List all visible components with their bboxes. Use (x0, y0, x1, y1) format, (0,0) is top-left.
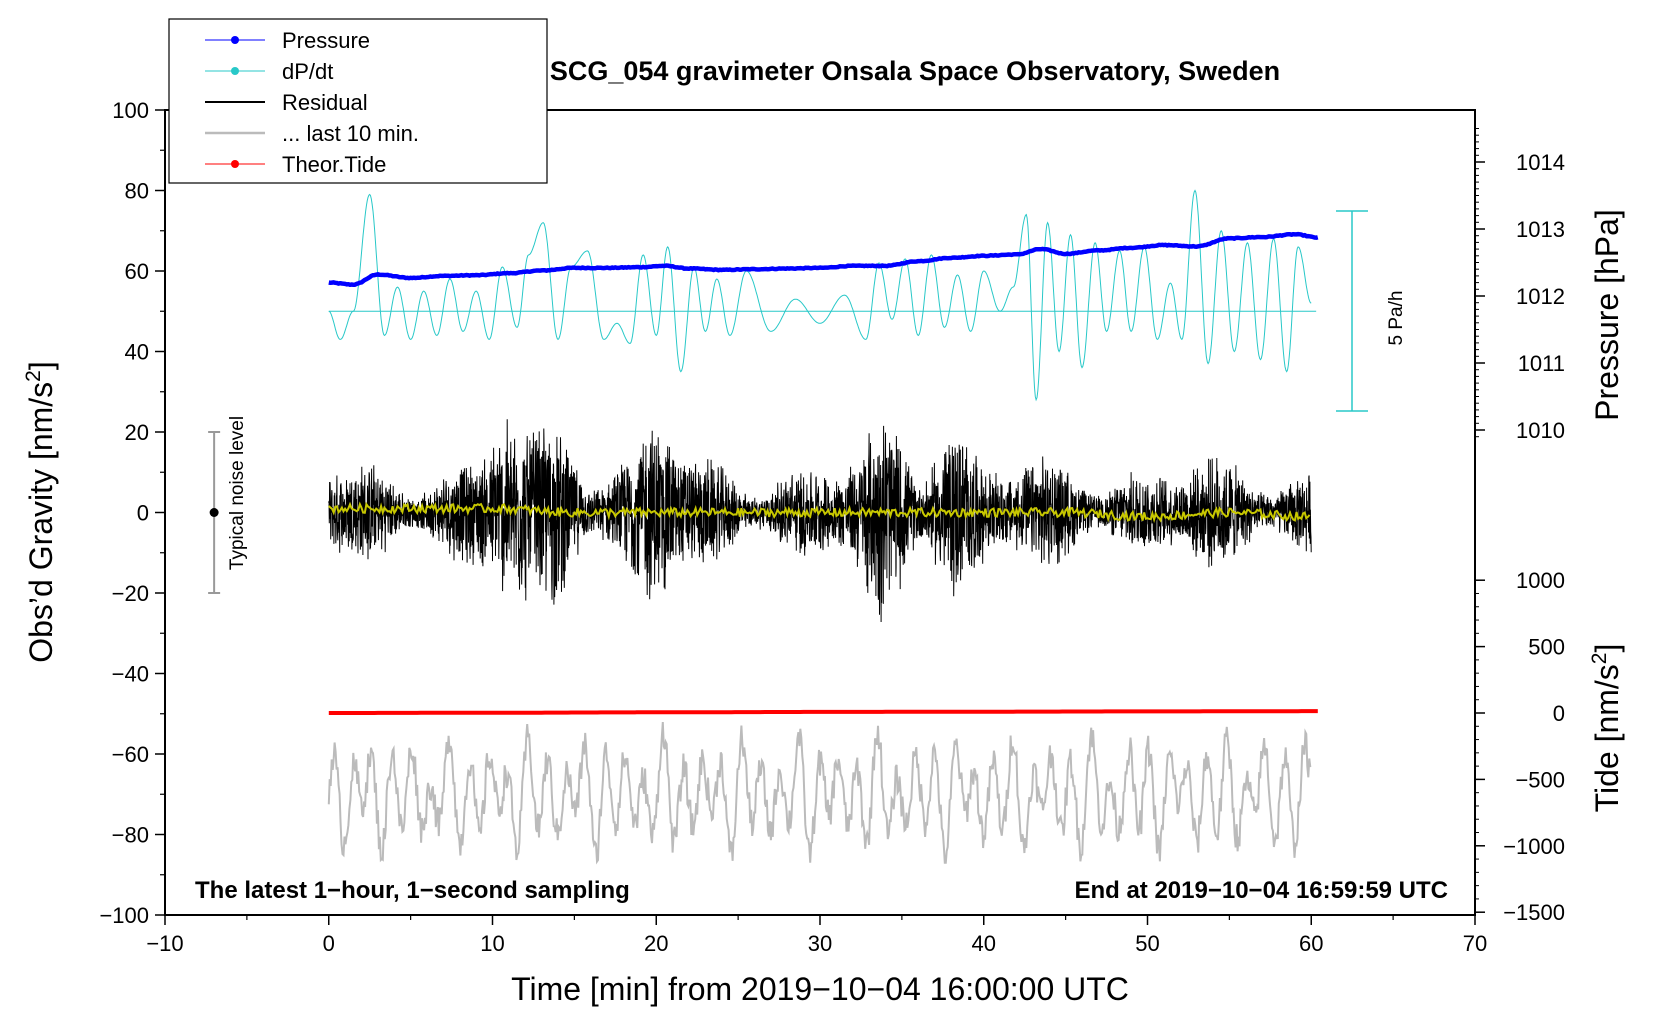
x-axis-label: Time [min] from 2019−10−04 16:00:00 UTC (511, 971, 1129, 1007)
chart-title: SCG_054 gravimeter Onsala Space Observat… (550, 56, 1280, 86)
x-tick-label: 10 (480, 931, 504, 956)
y-tick-label: 40 (125, 340, 149, 365)
pressure-tick-label: 1011 (1518, 351, 1565, 376)
legend: Pressure dP/dt Residual ... last 10 min. The… (168, 18, 548, 184)
y-tick-label: 60 (125, 259, 149, 284)
last10min-line (327, 722, 1312, 865)
pressure-tick-label: 1010 (1516, 418, 1565, 443)
tide-tick-label: −1500 (1503, 900, 1565, 925)
tide-tick-label: 500 (1528, 635, 1565, 660)
pressure-axis-ticks: 1010 1011 1012 1013 1014 (1475, 128, 1565, 443)
residual-smoothed-line (328, 501, 1311, 524)
y-axis-label-main: Obs’d Gravity [nm/s (23, 382, 59, 663)
sampling-note: The latest 1−hour, 1−second sampling (195, 877, 630, 904)
pressure-tick-label: 1013 (1516, 217, 1565, 242)
y-tick-label: 80 (125, 179, 149, 204)
dpdt-line (328, 189, 1312, 402)
y-tick-label: −100 (99, 903, 149, 928)
legend-label: Theor.Tide (282, 152, 386, 177)
legend-label: ... last 10 min. (282, 121, 419, 146)
residual-line (328, 419, 1312, 623)
tide-tick-label: −500 (1515, 767, 1565, 792)
y-tick-label: −60 (112, 742, 149, 767)
y-axis-ticks: 100 80 60 40 20 0 −20 −40 −60 −80 −100 (99, 98, 165, 928)
legend-marker (231, 160, 239, 168)
tide-axis-ticks: 1000 500 0 −500 −1000 −1500 (1475, 568, 1565, 925)
theor-tide-line (328, 709, 1318, 715)
legend-marker (231, 67, 239, 75)
y-tick-label: −40 (112, 662, 149, 687)
y-tick-label: −80 (112, 823, 149, 848)
x-tick-label: 40 (972, 931, 996, 956)
x-tick-label: 0 (323, 931, 335, 956)
y-axis-label-sup: 2 (22, 370, 45, 382)
y-axis-label: Obs’d Gravity [nm/s2] (22, 361, 59, 663)
noise-level-label: Typical noise level (227, 416, 248, 570)
x-tick-label: 60 (1299, 931, 1323, 956)
x-tick-label: 50 (1135, 931, 1159, 956)
tide-tick-label: −1000 (1503, 834, 1565, 859)
x-tick-label: 20 (644, 931, 668, 956)
noise-level-bar (208, 431, 221, 594)
x-tick-label: 30 (808, 931, 832, 956)
legend-label: dP/dt (282, 59, 333, 84)
rate-scale-bar (1336, 210, 1368, 412)
y-tick-label: 20 (125, 420, 149, 445)
rate-scale-label: 5 Pa/h (1386, 291, 1407, 346)
legend-label: Pressure (282, 28, 370, 53)
noise-bar-center-dot (209, 508, 219, 517)
tide-axis-label-close: ] (1589, 644, 1625, 653)
y-axis-label-close: ] (23, 361, 59, 370)
tide-axis-label-sup: 2 (1588, 653, 1611, 665)
y-tick-label: 0 (137, 501, 149, 526)
x-tick-label: −10 (146, 931, 183, 956)
tide-axis-label-main: Tide [nm/s (1589, 664, 1625, 812)
series-layer (327, 189, 1319, 865)
legend-label: Residual (282, 90, 368, 115)
tide-tick-label: 1000 (1516, 568, 1565, 593)
x-tick-label: 70 (1463, 931, 1487, 956)
end-time-note: End at 2019−10−04 16:59:59 UTC (1074, 877, 1448, 904)
pressure-tick-label: 1012 (1516, 284, 1565, 309)
y-tick-label: 100 (112, 98, 149, 123)
tide-axis-label: Tide [nm/s2] (1588, 644, 1625, 813)
x-axis-ticks: −10 0 10 20 30 40 50 60 70 (146, 915, 1487, 956)
y-tick-label: −20 (112, 581, 149, 606)
tide-tick-label: 0 (1553, 701, 1565, 726)
pressure-line (328, 231, 1319, 288)
pressure-tick-label: 1014 (1516, 150, 1565, 175)
legend-marker (231, 36, 239, 44)
pressure-axis-label: Pressure [hPa] (1589, 209, 1625, 421)
